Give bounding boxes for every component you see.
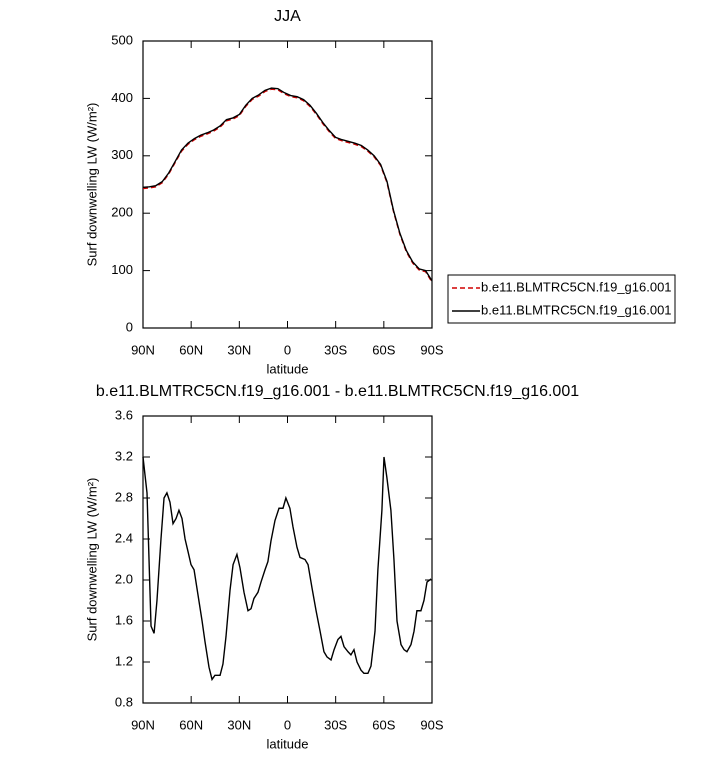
chart-title: b.e11.BLMTRC5CN.f19_g16.001 - b.e11.BLMT… [96, 383, 579, 400]
y-tick-label: 1.6 [115, 612, 133, 627]
x-axis-label: latitude [267, 361, 309, 376]
x-tick-label: 90S [420, 717, 443, 732]
legend-box [447, 274, 676, 324]
y-tick-label: 1.2 [115, 653, 133, 668]
y-tick-label: 0.8 [115, 694, 133, 709]
x-tick-label: 90S [420, 342, 443, 357]
y-tick-label: 3.2 [115, 448, 133, 463]
x-tick-label: 60N [179, 717, 203, 732]
y-tick-label: 100 [111, 262, 133, 277]
x-tick-label: 30N [227, 717, 251, 732]
y-tick-label: 2.0 [115, 571, 133, 586]
x-tick-label: 90N [131, 342, 155, 357]
y-tick-label: 500 [111, 32, 133, 47]
legend-label: b.e11.BLMTRC5CN.f19_g16.001 [481, 279, 672, 294]
data-line [142, 456, 432, 682]
plot-frame [142, 40, 433, 329]
x-tick-label: 90N [131, 717, 155, 732]
y-tick-label: 2.4 [115, 530, 133, 545]
y-tick-label: 400 [111, 90, 133, 105]
x-tick-label: 60S [372, 717, 395, 732]
x-tick-label: 0 [284, 717, 291, 732]
x-tick-label: 60S [372, 342, 395, 357]
legend-label: b.e11.BLMTRC5CN.f19_g16.001 [481, 302, 672, 317]
y-tick-label: 200 [111, 205, 133, 220]
x-tick-label: 30N [227, 342, 251, 357]
x-tick-label: 30S [324, 342, 347, 357]
x-tick-label: 30S [324, 717, 347, 732]
x-axis-label: latitude [267, 736, 309, 751]
x-tick-label: 60N [179, 342, 203, 357]
y-axis-label: Surf downwelling LW (W/m²) [84, 478, 99, 642]
y-tick-label: 300 [111, 147, 133, 162]
data-line [142, 87, 433, 282]
y-axis-label: Surf downwelling LW (W/m²) [84, 103, 99, 267]
y-tick-label: 2.8 [115, 489, 133, 504]
chart-title: JJA [274, 8, 301, 25]
y-tick-label: 0 [126, 319, 133, 334]
y-tick-label: 3.6 [115, 407, 133, 422]
x-tick-label: 0 [284, 342, 291, 357]
plot-frame [142, 415, 433, 704]
